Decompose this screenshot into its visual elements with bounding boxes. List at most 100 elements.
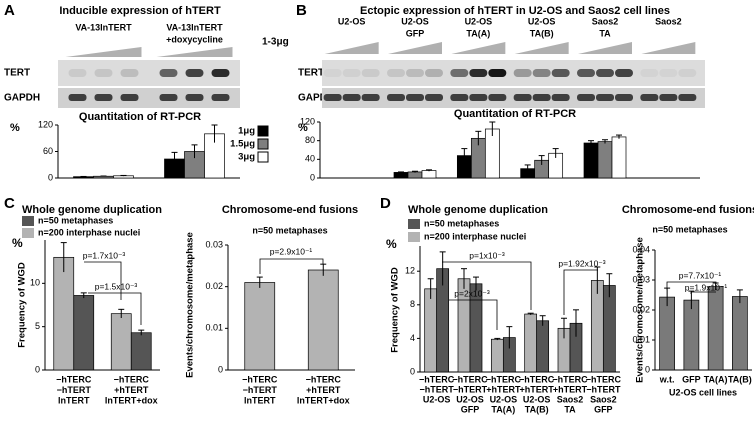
legend-swatch	[22, 228, 34, 238]
bracket	[449, 299, 498, 330]
lane-label: U2-OS	[401, 16, 429, 26]
x-tick-label: +hTERT	[486, 384, 521, 394]
gel-band	[323, 69, 342, 77]
bar	[407, 171, 423, 179]
y-axis-label: Events/chromosome/metaphase	[185, 232, 196, 378]
gel-band	[94, 94, 113, 101]
y-axis-label: Events/chromosome/metaphase	[635, 237, 646, 383]
y-tick-label: 0.04	[632, 244, 650, 254]
y-tick-label: 12	[405, 266, 415, 276]
legend-label: n=200 interphase nuclei	[424, 231, 526, 241]
x-tick-label: U2-OS	[523, 394, 551, 404]
gel-band	[211, 69, 230, 77]
dose-ramp	[451, 42, 506, 54]
x-tick-label: w.t.	[659, 374, 675, 384]
legend-label: n=50 metaphases	[424, 218, 499, 228]
gel-band	[678, 69, 697, 77]
gel-title: Inducible expression of hTERT	[59, 5, 221, 17]
legend-label: 3μg	[238, 152, 255, 163]
gel-band	[159, 94, 178, 101]
chart-title: Whole genome duplication	[22, 204, 162, 216]
x-tick-label: +hTERT	[306, 385, 341, 395]
lane-label: +doxycycline	[166, 34, 223, 44]
gel-band	[159, 69, 178, 77]
x-tick-label: −hTERC	[419, 374, 455, 384]
dose-ramp	[641, 42, 696, 54]
gel-band	[615, 69, 633, 77]
panel-letter: B	[296, 2, 307, 19]
gel-band	[68, 94, 87, 101]
bracket	[690, 291, 716, 294]
legend-label: n=50 metaphases	[38, 215, 113, 225]
gel-band	[406, 94, 424, 101]
gel-band	[211, 94, 230, 101]
gel-row-label: GAPDH	[298, 93, 334, 104]
y-tick-label: 0.03	[205, 239, 223, 249]
x-tick-label: −hTERC	[306, 374, 342, 384]
annotation: p=1.7x10⁻³	[83, 250, 126, 260]
x-tick-label: lnTERT+dox	[105, 395, 158, 405]
gel-gapdh	[58, 88, 240, 108]
chart-title: Chromosome-end fusions	[622, 204, 754, 216]
gel-band	[615, 94, 633, 101]
gel-band	[361, 69, 380, 77]
y-tick-label: 80	[305, 135, 315, 145]
gel-band	[387, 94, 405, 101]
annotation: p=2x10⁻³	[454, 288, 490, 298]
legend-swatch	[257, 125, 269, 137]
dose-ramp	[388, 42, 442, 54]
annotation: p=1.92x10⁻³	[558, 258, 605, 268]
chart-title: Whole genome duplication	[408, 204, 548, 216]
legend-swatch	[22, 216, 34, 226]
gel-band	[596, 69, 614, 77]
y-unit: %	[386, 237, 397, 251]
dose-ramp	[65, 47, 142, 57]
gel-band	[94, 69, 113, 77]
gel-band	[425, 94, 443, 101]
gel-band	[678, 94, 697, 101]
y-tick-label: 0	[35, 364, 40, 374]
gel-band	[185, 94, 204, 101]
y-tick-label: 120	[38, 119, 53, 129]
chart-title: Quantitation of RT-PCR	[454, 108, 576, 120]
gel-row-label: TERT	[298, 68, 324, 79]
gel-band	[425, 69, 443, 77]
y-tick-label: 0	[218, 364, 223, 374]
gel-row-label: GAPDH	[4, 93, 40, 104]
x-axis-label: U2-OS cell lines	[669, 387, 737, 397]
bar	[307, 269, 339, 371]
gel-tert	[58, 60, 240, 86]
bar	[590, 280, 604, 373]
annotation: p=2.9x10⁻¹	[270, 246, 313, 256]
chart-subtitle: n=50 metaphases	[252, 225, 327, 235]
bar	[524, 313, 538, 373]
gel-band	[513, 69, 532, 77]
x-tick-label: −hTERT	[57, 385, 92, 395]
x-tick-label: Saos2	[557, 394, 584, 404]
gel-band	[387, 69, 405, 77]
gel-band	[577, 94, 595, 101]
x-tick-label: GFP	[461, 404, 480, 414]
x-tick-label: −hTERT	[586, 384, 621, 394]
x-tick-label: −hTERT	[420, 384, 455, 394]
bar	[732, 296, 748, 371]
bar	[611, 136, 627, 179]
gel-band	[488, 94, 507, 101]
annotation: p=1.5x10⁻³	[95, 281, 138, 291]
y-tick-label: 0	[645, 364, 650, 374]
legend-label: 1.5μg	[230, 139, 255, 150]
lane-label: GFP	[406, 28, 425, 38]
gel-band	[551, 69, 570, 77]
y-axis-label: Frequency of WGD	[390, 267, 401, 353]
gel-band	[450, 69, 469, 77]
x-tick-label: GFP	[594, 404, 613, 414]
bar	[244, 282, 276, 371]
x-tick-label: lnTERT+dox	[297, 395, 350, 405]
x-tick-label: −hTERC	[452, 374, 488, 384]
x-tick-label: +hTERT	[520, 384, 555, 394]
gel-band	[469, 94, 488, 101]
lane-label: U2-OS	[528, 16, 556, 26]
bar	[536, 320, 550, 373]
y-unit: %	[298, 122, 308, 134]
lane-label: TA	[599, 28, 611, 38]
